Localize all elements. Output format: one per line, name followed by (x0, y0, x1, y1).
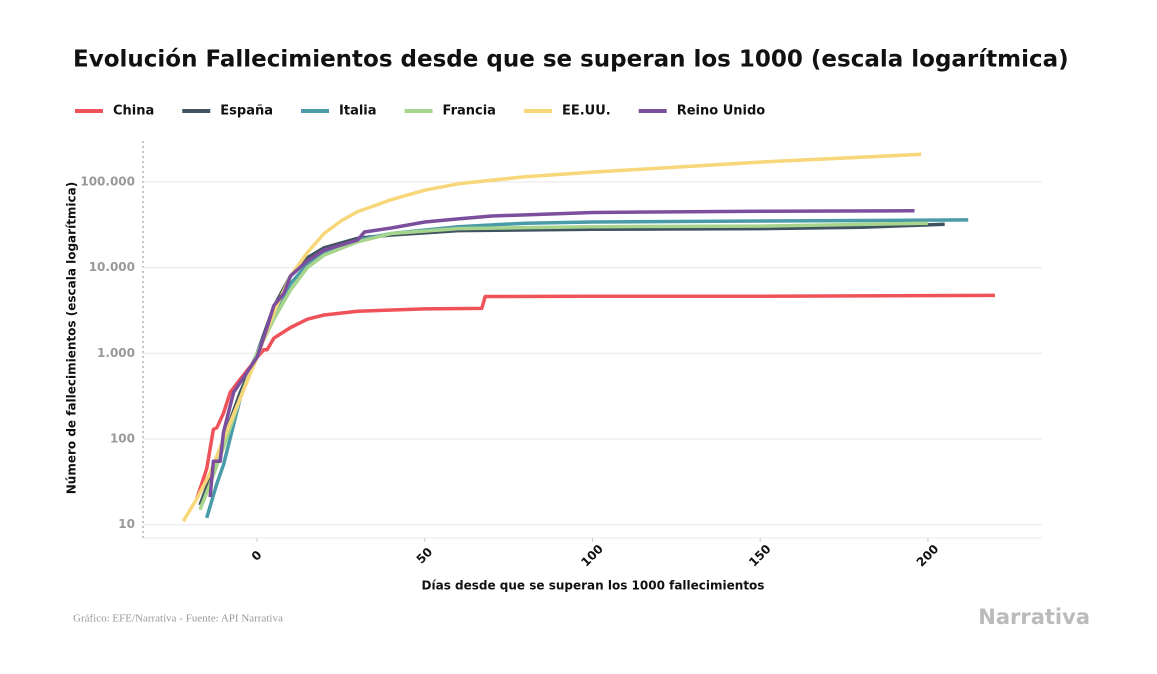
legend-label: Italia (339, 104, 377, 119)
y-tick-label: 1.000 (97, 346, 135, 360)
series-line (198, 221, 928, 511)
chart-title: Evolución Fallecimientos desde que se su… (73, 47, 1069, 73)
y-tick-label: 10 (118, 517, 135, 531)
x-tick-label: 0 (249, 548, 265, 564)
source: Gráfico: EFE/Narrativa - Fuente: API Nar… (73, 613, 283, 625)
y-tick-label: 10.000 (89, 260, 135, 274)
legend-label: EE.UU. (562, 104, 611, 119)
series-line (195, 293, 996, 500)
legend-label: Francia (443, 104, 496, 119)
y-axis-title: Número de fallecimientos (escala logarít… (65, 182, 79, 494)
x-tick-label: 200 (914, 542, 942, 570)
x-axis-title: Días desde que se superan los 1000 falle… (422, 579, 765, 593)
series-line (205, 218, 969, 519)
series-line (208, 209, 915, 498)
legend-label: España (220, 104, 273, 119)
x-tick-label: 50 (414, 545, 436, 567)
brand: Narrativa (978, 605, 1090, 629)
x-tick-label: 150 (746, 542, 774, 570)
y-tick-label: 100 (110, 432, 135, 446)
legend-label: Reino Unido (677, 104, 766, 119)
x-tick-label: 100 (578, 542, 606, 570)
legend-label: China (113, 104, 154, 119)
y-tick-label: 100.000 (80, 174, 135, 188)
